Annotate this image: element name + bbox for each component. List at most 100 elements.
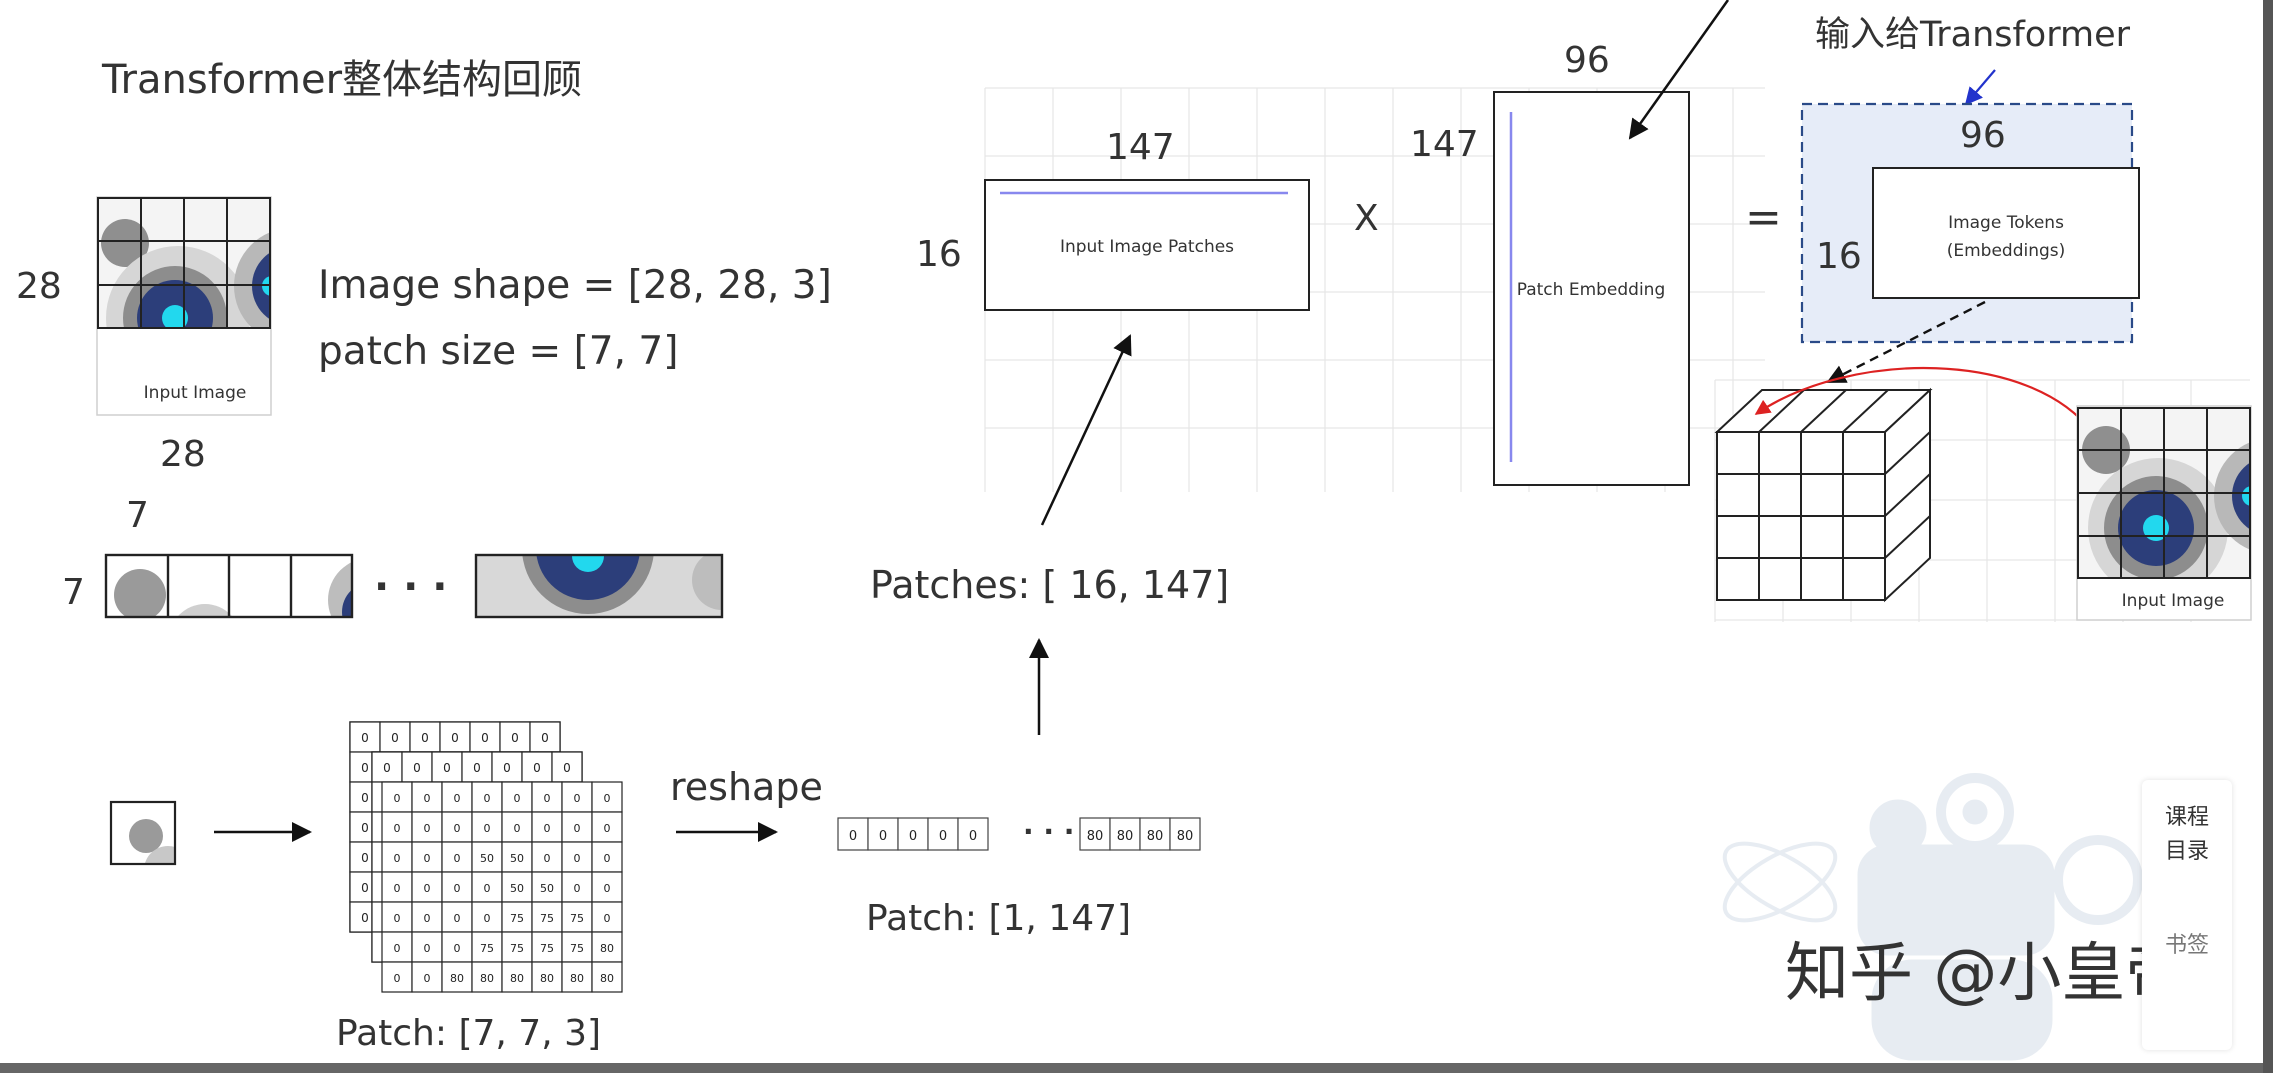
stack-front-cell: [561, 811, 593, 843]
stack-front-value: 50: [510, 882, 524, 895]
input-image-grid: [97, 197, 271, 329]
course-catalog-line2[interactable]: 目录: [2164, 839, 2209, 864]
stack-back-value: 0: [481, 731, 489, 745]
single-patch-thumbnail: [109, 800, 177, 866]
stack-back-cell: [491, 751, 523, 783]
stack-front-cell: [531, 871, 563, 903]
output-image-thumbnail: Input Image: [2076, 405, 2252, 621]
stack-front-value: 0: [424, 822, 431, 835]
stack-front-value: 75: [570, 912, 584, 925]
stack-back-value: 0: [503, 761, 511, 775]
watermark-robot-art: [1722, 773, 2143, 1061]
flat-value: 80: [1087, 829, 1104, 844]
robot-face-graphic-right: [2078, 408, 2250, 578]
patch-value-stack: 0000000000000000000000000000000000000000…: [349, 721, 623, 993]
arrow-patches-to-matrix: [1040, 334, 1132, 526]
stack-front-cell: [441, 901, 473, 933]
stack-front-cell: [411, 871, 443, 903]
stack-back-value: 0: [361, 731, 369, 745]
stack-front-value: 75: [540, 942, 554, 955]
stack-back-cell: [499, 721, 531, 753]
flat-value: 80: [1177, 829, 1194, 844]
flattened-patch-vector: 0 0 0 0 0 80 80 80 80: [837, 817, 1201, 851]
stack-back-value: 0: [383, 761, 391, 775]
stack-front-value: 0: [454, 882, 461, 895]
stack-front-cell: [471, 811, 503, 843]
stack-front-value: 50: [540, 882, 554, 895]
stack-front-value: 50: [510, 852, 524, 865]
stack-front-value: 0: [574, 792, 581, 805]
flat-cell: [1079, 817, 1111, 851]
stack-back-cell: [371, 751, 403, 783]
stack-front-cell: [381, 931, 413, 963]
input-image-caption: Input Image: [144, 383, 247, 403]
times-sign: X: [1354, 198, 1379, 239]
stack-front-value: 75: [480, 942, 494, 955]
stack-front-value: 0: [604, 912, 611, 925]
arrow-into-embedding: [1628, 0, 1730, 140]
patch-embedding-matrix: Patch Embedding: [1493, 91, 1690, 486]
zhihu-watermark: 知乎 @小皇帝: [1785, 937, 2189, 1011]
stack-front-cell: [381, 871, 413, 903]
flat-cell: [867, 817, 899, 851]
stack-back-value: 0: [511, 731, 519, 745]
stack-front-value: 0: [514, 822, 521, 835]
stack-front-cell: [381, 781, 413, 813]
right-border: [2263, 0, 2273, 1073]
bookmark-button[interactable]: 书签: [2164, 933, 2209, 958]
stack-front-value: 0: [394, 852, 401, 865]
stack-front-cell: [591, 961, 623, 993]
flat-value: 80: [1147, 829, 1164, 844]
stack-front-cell: [591, 901, 623, 933]
stack-back-value: 0: [421, 731, 429, 745]
stack-front-value: 50: [480, 852, 494, 865]
stack-back-value: 0: [361, 761, 369, 775]
stack-back-value: 0: [361, 881, 369, 895]
flat-value: 0: [909, 829, 917, 844]
stack-front-value: 0: [484, 822, 491, 835]
stack-front-cell: [591, 781, 623, 813]
token-cube: [1714, 387, 1933, 603]
stack-front-value: 0: [454, 852, 461, 865]
stack-front-value: 80: [600, 942, 614, 955]
stack-front-value: 0: [604, 852, 611, 865]
stack-front-value: 0: [424, 792, 431, 805]
stack-front-cell: [471, 871, 503, 903]
stack-front-cell: [561, 901, 593, 933]
stack-front-value: 80: [510, 972, 524, 985]
stack-back-value: 0: [451, 731, 459, 745]
flat-value: 0: [939, 829, 947, 844]
course-catalog-line1[interactable]: 课程: [2164, 805, 2209, 830]
stack-front-cell: [381, 961, 413, 993]
stack-front-value: 0: [604, 792, 611, 805]
patch-row-height-label: 7: [62, 572, 85, 613]
stack-front-cell: [501, 931, 533, 963]
stack-front-value: 0: [394, 912, 401, 925]
tokens-top-dim: 96: [1960, 115, 2006, 156]
flat-cell: [927, 817, 959, 851]
patches-matrix-top-dim: 147: [1106, 127, 1175, 168]
side-panel: 课程 目录 书签: [2142, 780, 2232, 1050]
stack-back-value: 0: [443, 761, 451, 775]
input-image-patches-label: Input Image Patches: [1060, 237, 1234, 257]
stack-front-value: 0: [604, 822, 611, 835]
stack-front-value: 0: [544, 822, 551, 835]
stack-front-value: 0: [484, 792, 491, 805]
stack-front-value: 80: [570, 972, 584, 985]
patch-strip-right: [474, 553, 724, 619]
stack-front-value: 80: [450, 972, 464, 985]
stack-back-cell: [529, 721, 561, 753]
stack-back-value: 0: [361, 911, 369, 925]
input-image-height-label: 28: [16, 266, 62, 307]
stack-front-cell: [531, 781, 563, 813]
stack-back-value: 0: [361, 851, 369, 865]
bottom-border: [0, 1063, 2273, 1073]
stack-front-value: 75: [570, 942, 584, 955]
red-correspondence-arrow: [1754, 367, 2093, 434]
stack-front-value: 0: [574, 882, 581, 895]
stack-front-cell: [381, 901, 413, 933]
stack-back-cell: [439, 721, 471, 753]
stack-front-cell: [411, 901, 443, 933]
flat-value: 80: [1117, 829, 1134, 844]
